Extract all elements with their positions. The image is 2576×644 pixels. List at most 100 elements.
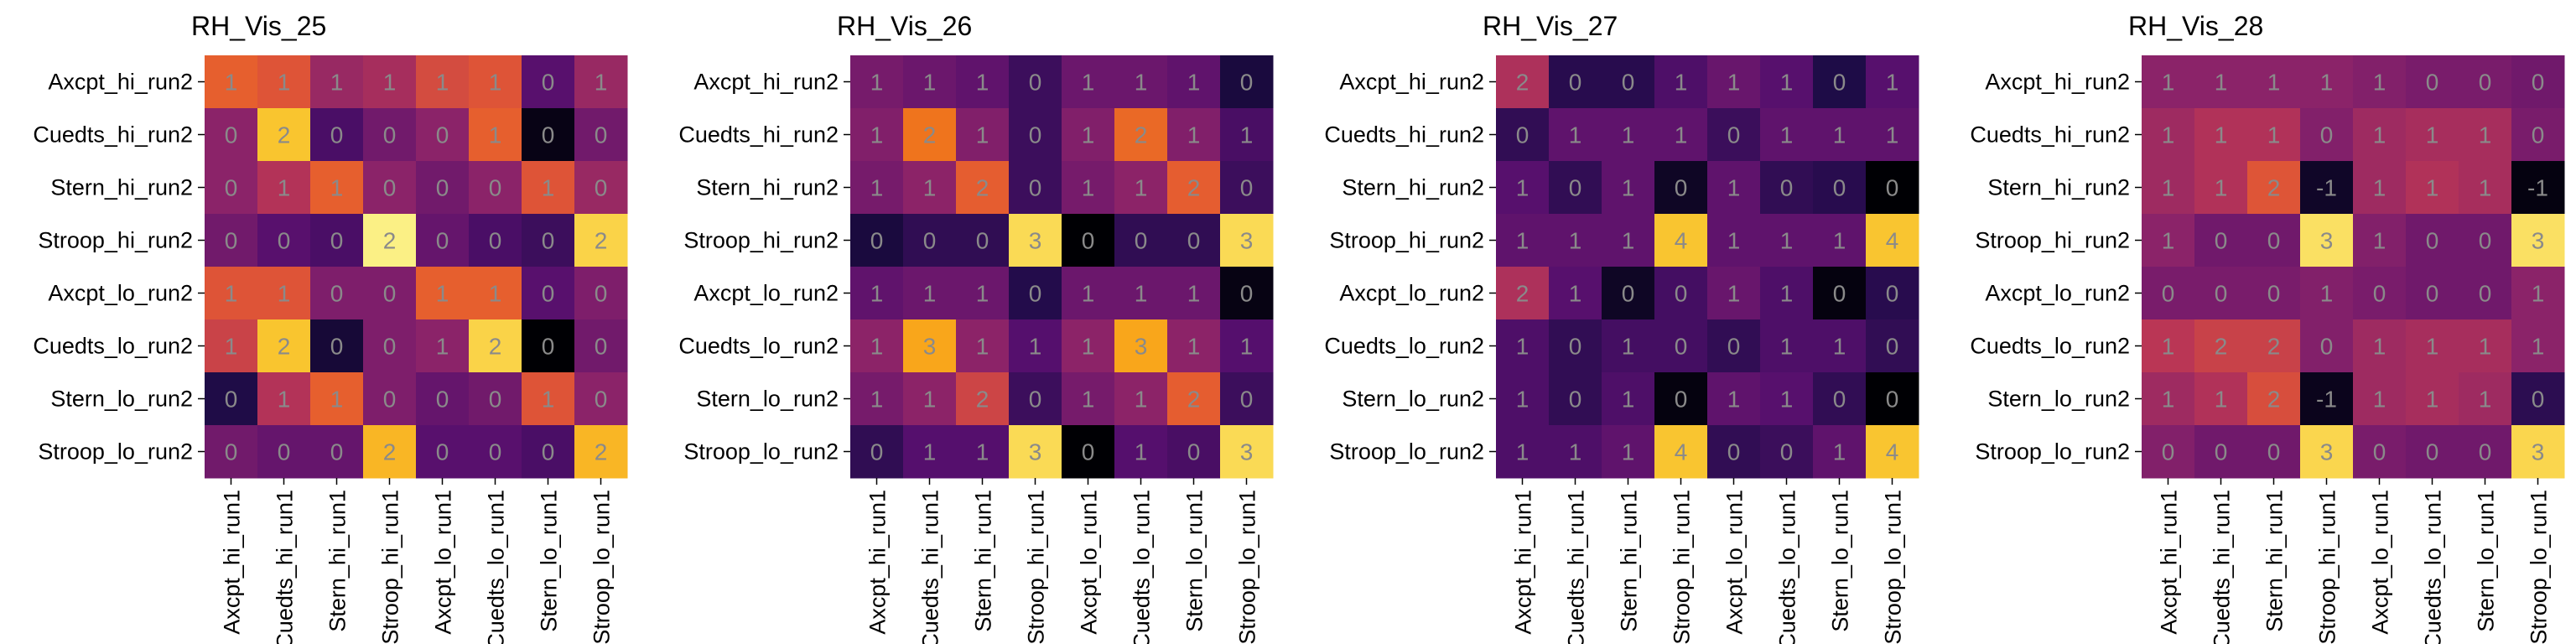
heatmap-cell xyxy=(1009,425,1062,479)
heatmap-cell xyxy=(903,267,957,320)
heatmap-cell xyxy=(2300,108,2354,162)
cell-value-label: 1 xyxy=(1187,334,1201,360)
cell-value-label: 1 xyxy=(2162,122,2175,148)
heatmap-cell xyxy=(2300,161,2354,215)
cell-value-label: 1 xyxy=(1135,387,1148,413)
x-tick-label: Stroop_lo_run1 xyxy=(589,490,615,644)
cell-value-label: 0 xyxy=(1240,281,1254,307)
cell-value-label: 1 xyxy=(1833,122,1846,148)
heatmap-cell xyxy=(1062,425,1115,479)
cell-value-label: 2 xyxy=(2267,334,2281,360)
heatmap-cell xyxy=(1009,214,1062,267)
y-tick-label: Stern_hi_run2 xyxy=(1987,175,2130,200)
cell-value-label: 1 xyxy=(2426,122,2439,148)
cell-value-label: 3 xyxy=(2320,228,2334,254)
heatmap-cell xyxy=(1654,108,1708,162)
heatmap-cell xyxy=(1866,161,1919,215)
heatmap-cell xyxy=(1114,214,1168,267)
cell-value-label: 1 xyxy=(542,175,555,201)
heatmap-cell xyxy=(1114,108,1168,162)
heatmap-cell xyxy=(2300,267,2354,320)
cell-value-label: 2 xyxy=(976,387,989,413)
cell-value-label: 1 xyxy=(2373,228,2386,254)
heatmap-cell xyxy=(416,319,470,373)
heatmap-cell xyxy=(1760,108,1814,162)
cell-value-label: 1 xyxy=(870,387,884,413)
heatmap-cell xyxy=(574,55,628,109)
cell-value-label: 0 xyxy=(2479,228,2492,254)
heatmap-cell xyxy=(257,372,311,426)
cell-value-label: 0 xyxy=(2215,228,2228,254)
panel-title: RH_Vis_28 xyxy=(2128,11,2263,41)
cell-value-label: 1 xyxy=(1187,70,1201,96)
cell-value-label: 1 xyxy=(2267,70,2281,96)
cell-value-label: 1 xyxy=(2373,122,2386,148)
cell-value-label: 4 xyxy=(1886,228,1899,254)
cell-value-label: 1 xyxy=(1569,281,1582,307)
heatmap-panel-4: RH_Vis_28 1 1 1 1 1 0 0 0 1 1 1 0 1 1 1 0 1 1 2 -1 1 1 1 -1 1 0 0 3 1… xyxy=(1970,11,2565,644)
cell-value-label: 0 xyxy=(1569,387,1582,413)
heatmap-cell xyxy=(1549,267,1602,320)
cell-value-label: 0 xyxy=(330,122,344,148)
heatmap-cell xyxy=(1496,425,1550,479)
heatmap-cell xyxy=(574,372,628,426)
heatmap-cell xyxy=(522,55,575,109)
cell-value-label: 0 xyxy=(1675,387,1688,413)
cell-value-label: 0 xyxy=(542,122,555,148)
heatmap-cell xyxy=(850,372,904,426)
cell-value-label: 2 xyxy=(489,334,502,360)
heatmap-cell xyxy=(363,161,417,215)
cell-value-label: 1 xyxy=(2215,122,2228,148)
heatmap-cell xyxy=(2511,319,2565,373)
panel-title: RH_Vis_27 xyxy=(1483,11,1618,41)
cell-value-label: 0 xyxy=(1675,334,1688,360)
cell-value-label: 0 xyxy=(870,439,884,465)
cell-value-label: 3 xyxy=(1240,439,1254,465)
cell-value-label: 2 xyxy=(923,122,937,148)
cell-value-label: 1 xyxy=(1833,334,1846,360)
cell-value-label: 1 xyxy=(1135,439,1148,465)
cell-value-label: 1 xyxy=(225,281,238,307)
cell-value-label: 1 xyxy=(1727,175,1741,201)
heatmap-cell xyxy=(850,425,904,479)
cell-value-label: 1 xyxy=(1569,122,1582,148)
cell-value-label: 1 xyxy=(1569,228,1582,254)
cell-value-label: 3 xyxy=(2532,228,2545,254)
heatmap-cell xyxy=(1496,267,1550,320)
cell-value-label: 1 xyxy=(1622,439,1635,465)
cell-value-label: 1 xyxy=(1240,334,1254,360)
cell-value-label: 0 xyxy=(1833,70,1846,96)
cell-value-label: 1 xyxy=(1622,122,1635,148)
cell-value-label: 0 xyxy=(870,228,884,254)
cell-value-label: 0 xyxy=(383,281,397,307)
x-tick-label: Axcpt_lo_run1 xyxy=(1077,490,1102,635)
cell-value-label: 1 xyxy=(1082,122,1095,148)
x-tick-label: Stern_lo_run1 xyxy=(537,490,562,632)
heatmap-cell xyxy=(2406,108,2459,162)
cell-value-label: 1 xyxy=(330,387,344,413)
heatmap-cell xyxy=(1114,267,1168,320)
heatmap-cell xyxy=(1760,267,1814,320)
cell-value-label: 1 xyxy=(1675,70,1688,96)
heatmap-cell xyxy=(2247,425,2301,479)
cell-value-label: 1 xyxy=(278,387,291,413)
cell-value-label: 0 xyxy=(1240,387,1254,413)
heatmap-cell xyxy=(1760,214,1814,267)
heatmap-cell xyxy=(1760,372,1814,426)
heatmap-cell xyxy=(310,372,364,426)
heatmap-cell xyxy=(1062,319,1115,373)
cell-value-label: 0 xyxy=(542,439,555,465)
heatmap-cell xyxy=(1009,267,1062,320)
cell-value-label: 0 xyxy=(330,228,344,254)
x-tick-label: Stroop_hi_run1 xyxy=(2315,490,2340,644)
heatmap-cell xyxy=(2511,425,2565,479)
x-tick-label: Stern_hi_run1 xyxy=(971,490,996,632)
cell-value-label: 3 xyxy=(923,334,937,360)
heatmap-cell xyxy=(2353,161,2407,215)
cell-value-label: 1 xyxy=(1135,175,1148,201)
y-tick-label: Cuedts_lo_run2 xyxy=(678,334,839,359)
heatmap-cell xyxy=(257,267,311,320)
heatmap-cell xyxy=(1167,161,1221,215)
heatmap-cell xyxy=(1496,55,1550,109)
cell-value-label: 0 xyxy=(436,228,449,254)
